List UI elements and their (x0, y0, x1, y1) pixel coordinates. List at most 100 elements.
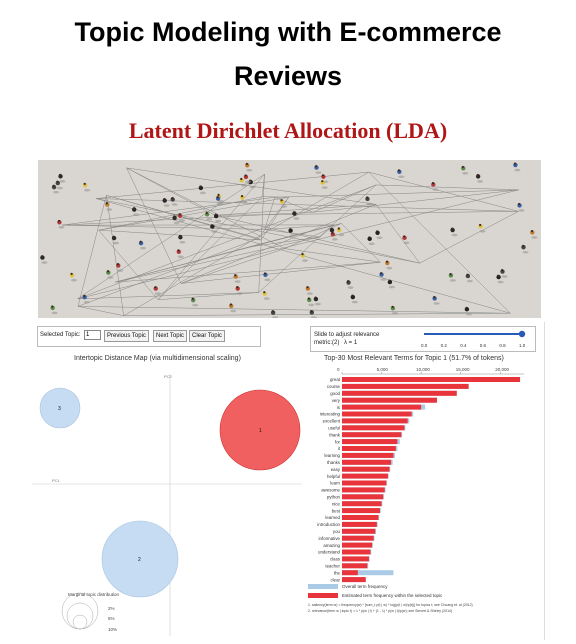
footnote-relevance: 2. relevance(term w | topic t) = λ * p(w… (308, 609, 452, 613)
legend-estimated-label: Estimated term frequency within the sele… (342, 593, 443, 598)
term-label: excellent (323, 419, 341, 424)
axis-pc1-label: PC1 (52, 478, 61, 483)
lambda-label: λ = 1 (344, 340, 358, 346)
bar-estimated-great[interactable] (342, 377, 521, 382)
term-label: learn (330, 481, 340, 486)
term-label: nice (332, 501, 341, 506)
bar-estimated-helpful[interactable] (342, 473, 388, 479)
bar-estimated-is[interactable] (342, 404, 422, 410)
selected-topic-label: Selected Topic: (40, 332, 81, 338)
term-label: useful (328, 426, 340, 431)
bar-estimated-it[interactable] (342, 446, 396, 451)
term-label: learning (324, 453, 340, 458)
slider-tick-label: 0.4 (460, 343, 467, 348)
bar-estimated-thank[interactable] (342, 432, 402, 438)
previous-topic-button[interactable]: Previous Topic (104, 330, 149, 342)
next-topic-button[interactable]: Next Topic (153, 330, 187, 342)
term-label: best (332, 508, 341, 513)
topic-label-2: 2 (138, 557, 141, 563)
topic-label-3: 3 (58, 406, 61, 412)
bar-estimated-very[interactable] (342, 397, 437, 403)
x-tick-label: 0 (337, 367, 340, 372)
bar-estimated-interesting[interactable] (342, 411, 412, 417)
bar-estimated-you[interactable] (342, 528, 376, 534)
relevance-slider-label: Slide to adjust relevance (314, 332, 380, 338)
bar-estimated-best[interactable] (342, 508, 380, 514)
term-label: amazing (323, 543, 340, 548)
term-label: you (333, 529, 341, 534)
topic-controls-box (37, 326, 261, 347)
bar-estimated-excellent[interactable] (342, 418, 408, 424)
term-label: helpful (327, 474, 340, 479)
bar-estimated-useful[interactable] (342, 425, 405, 431)
relevance-slider[interactable]: 0.0 0.2 0.4 0.6 0.8 1.0 (418, 328, 528, 352)
term-label: course (327, 384, 341, 389)
bar-estimated-amazing[interactable] (342, 542, 373, 548)
term-label: easy (331, 467, 341, 472)
slider-tick-label: 0.0 (421, 343, 428, 348)
term-label: thanks (327, 460, 341, 465)
term-label: the (334, 570, 341, 575)
x-tick-label: 15,000 (456, 367, 470, 372)
term-label: teacher (325, 564, 340, 569)
term-label: awesome (321, 488, 340, 493)
footnote-saliency: 1. saliency(term w) = frequency(w) * [su… (308, 603, 473, 607)
bar-estimated-good[interactable] (342, 390, 457, 396)
term-label: learned (325, 515, 340, 520)
bar-estimated-for[interactable] (342, 439, 398, 445)
bar-estimated-understand[interactable] (342, 549, 371, 555)
x-tick-label: 20,000 (495, 367, 509, 372)
page-subtitle: Latent Dirichlet Allocation (LDA) (128, 118, 448, 143)
bar-estimated-class[interactable] (342, 556, 369, 562)
bar-estimated-informative[interactable] (342, 535, 374, 541)
bar-estimated-clear[interactable] (342, 577, 366, 583)
bar-estimated-introduction[interactable] (342, 521, 377, 527)
legend-swatch-overall (308, 584, 338, 589)
term-label: it (338, 446, 341, 451)
term-label: introduction (317, 522, 340, 527)
bar-estimated-python[interactable] (342, 494, 384, 500)
bar-estimated-teacher[interactable] (342, 563, 368, 569)
bar-estimated-learning[interactable] (342, 452, 394, 458)
clear-topic-button[interactable]: Clear Topic (189, 330, 225, 342)
term-label: understand (318, 550, 341, 555)
bar-estimated-learn[interactable] (342, 480, 387, 486)
bar-chart-title: Top-30 Most Relevant Terms for Topic 1 (… (324, 355, 504, 362)
term-label: very (332, 398, 341, 403)
bar-estimated-nice[interactable] (342, 501, 382, 507)
bar-estimated-course[interactable] (342, 383, 469, 389)
bar-estimated-learned[interactable] (342, 515, 379, 520)
selected-topic-input[interactable]: 1 (84, 330, 101, 340)
marginal-tick-5: 5% (108, 616, 115, 621)
topic-circle-1[interactable] (219, 389, 301, 471)
intertopic-map: PC2 PC1 1 2 3 Marginal topic distributio… (32, 374, 302, 636)
slider-handle[interactable] (518, 330, 526, 338)
slider-tick-label: 0.8 (499, 343, 506, 348)
marginal-tick-10: 10% (108, 627, 117, 632)
term-label: great (330, 377, 341, 382)
marginal-topic-label: Marginal topic distribution (68, 592, 120, 597)
term-label: informative (319, 536, 341, 541)
legend-swatch-estimated (308, 593, 338, 598)
bar-estimated-awesome[interactable] (342, 487, 385, 493)
relevance-controls-box (310, 326, 536, 352)
topic-circle-3[interactable] (39, 387, 81, 429)
relevance-slider-label-2: metric:(2) (314, 340, 340, 346)
legend-overall-label: Overall term frequency (342, 584, 388, 589)
term-label: clear (330, 577, 340, 582)
intertopic-map-title: Intertopic Distance Map (via multidimens… (74, 355, 241, 362)
bar-estimated-easy[interactable] (342, 466, 390, 472)
topic-circle-2[interactable] (101, 520, 179, 598)
ldavis-panel: Selected Topic: 1 Previous Topic Next To… (32, 322, 545, 640)
topic-label-1: 1 (259, 428, 262, 434)
x-tick-label: 5,000 (377, 367, 389, 372)
marginal-tick-2: 2% (108, 606, 115, 611)
bar-estimated-thanks[interactable] (342, 459, 392, 465)
term-label: for (335, 439, 341, 444)
bar-estimated-the[interactable] (342, 570, 358, 576)
relevant-terms-bar-chart: 0 5,000 10,000 15,000 20,000 great course good… (308, 367, 524, 613)
term-label: good (330, 391, 340, 396)
page-title-line2: Reviews (233, 61, 343, 91)
term-label: thank (329, 432, 341, 437)
crowd-network-photo (38, 160, 541, 318)
